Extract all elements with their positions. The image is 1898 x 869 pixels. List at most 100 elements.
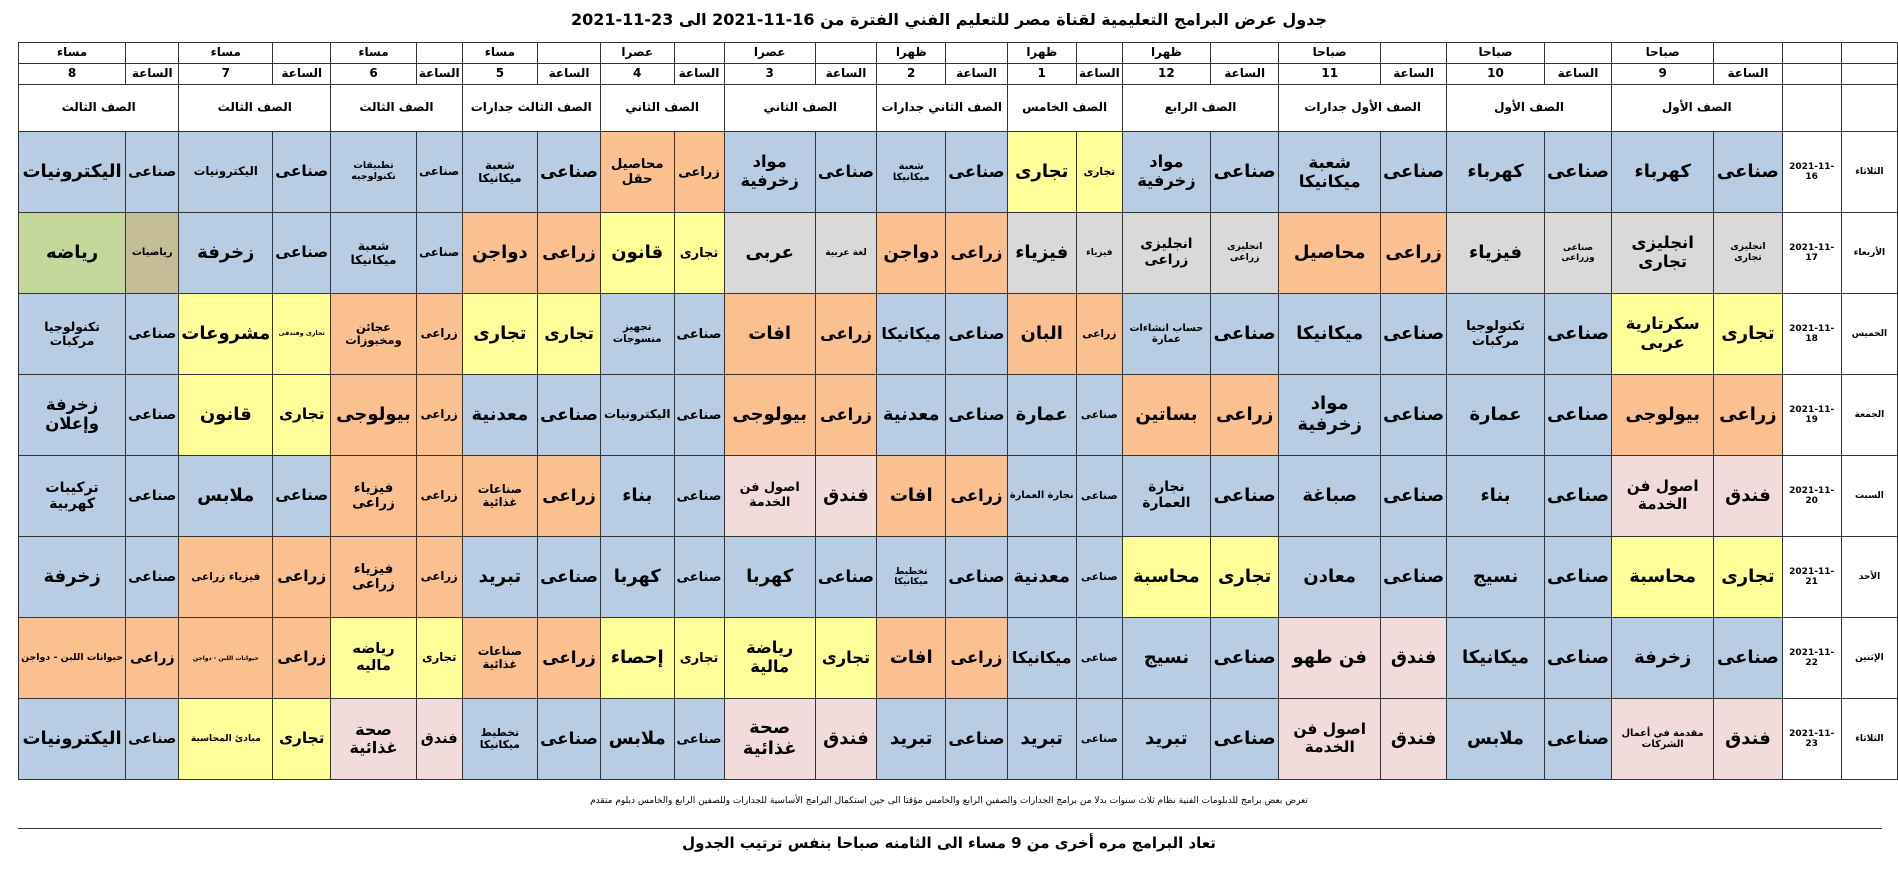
grade: الصف الثاني — [599, 84, 725, 132]
program-type: فندق — [814, 698, 878, 780]
program-subject: كهرباء — [1446, 131, 1545, 213]
date: 2021-11-21 — [1781, 536, 1842, 618]
divider — [18, 828, 1882, 829]
program-type: زراعى — [1713, 374, 1783, 456]
program-subject: عمارة — [1006, 374, 1077, 456]
program-subject: تجارى — [461, 293, 539, 375]
program-subject: ملابس — [599, 698, 675, 780]
program-subject: معدنية — [461, 374, 539, 456]
program-subject: البان — [1006, 293, 1077, 375]
program-type: فيزياء — [1075, 212, 1123, 294]
program-type: صناعى — [1380, 374, 1448, 456]
program-type: صناعى — [272, 212, 332, 294]
hour-label: الساعة — [537, 63, 601, 85]
program-type: زراعى — [537, 455, 601, 537]
program-type: صناعى — [673, 698, 725, 780]
hour-label: الساعة — [125, 63, 180, 85]
program-type: تجارى — [814, 617, 878, 699]
program-type: صناعى — [1210, 698, 1280, 780]
program-type: صناعى — [272, 131, 332, 213]
program-subject: ملابس — [1446, 698, 1545, 780]
program-subject: محاسبة — [1610, 536, 1715, 618]
program-subject: فيزياء زراعى — [178, 536, 274, 618]
program-subject: صناعات غذائية — [461, 455, 539, 537]
program-type: زراعى — [415, 536, 463, 618]
day-name: الثلاثاء — [1840, 131, 1898, 213]
period: ظهرا — [1121, 42, 1212, 64]
program-subject: بيولوجى — [723, 374, 816, 456]
program-subject: حيوانات اللبن - دواجن — [17, 617, 127, 699]
program-subject: عربى — [723, 212, 816, 294]
program-subject: تبريد — [1006, 698, 1077, 780]
program-type: تجارى — [1713, 293, 1783, 375]
program-subject: شعبة ميكانيكا — [330, 212, 417, 294]
program-subject: زخرفة وإعلان — [17, 374, 127, 456]
program-subject: صحة غذائية — [330, 698, 417, 780]
program-subject: فيزياء زراعى — [330, 455, 417, 537]
row: الأحد 2021-11-21 تجارى محاسبة صناعى نسيج صناعى… — [17, 536, 1898, 618]
program-type: تجارى — [272, 698, 332, 780]
program-subject: اليكترونيات — [17, 131, 127, 213]
hour: 9 — [1610, 63, 1715, 85]
program-type: صناعى — [1380, 455, 1448, 537]
program-type: زراعى — [537, 212, 601, 294]
hour: 3 — [723, 63, 816, 85]
program-subject: تكنولوجيا مركبات — [17, 293, 127, 375]
hour-label: الساعة — [1713, 63, 1783, 85]
program-subject: اصول فن الخدمة — [1610, 455, 1715, 537]
schedule-table: صباحا صباحا صباحا ظهرا ظهرا ظهرا عصرا عصرا مساء م… — [17, 42, 1898, 780]
program-subject: ملابس — [178, 455, 274, 537]
day-name: الثلاثاء — [1840, 698, 1898, 780]
program-subject: إحصاء — [599, 617, 675, 699]
program-type: صناعى — [272, 455, 332, 537]
program-subject: ميكانيكا — [1006, 617, 1077, 699]
program-subject: افات — [723, 293, 816, 375]
program-subject: ميكانيكا — [1446, 617, 1545, 699]
program-subject: نجارة العمارة — [1006, 455, 1077, 537]
program-type: صناعى — [415, 131, 463, 213]
day-name: الخميس — [1840, 293, 1898, 375]
program-type: صناعى — [1210, 617, 1280, 699]
program-subject: رياضة مالية — [723, 617, 816, 699]
program-type: تجارى — [415, 617, 463, 699]
hour: 4 — [599, 63, 675, 85]
grade: الصف الثالث جدارات — [461, 84, 601, 132]
program-subject: كهرباء — [1610, 131, 1715, 213]
program-subject: اصول فن الخدمة — [723, 455, 816, 537]
program-type: زراعى — [537, 617, 601, 699]
program-type: صناعى — [1543, 455, 1612, 537]
program-subject: قانون — [178, 374, 274, 456]
program-subject: تجهيز منسوجات — [599, 293, 675, 375]
program-type: تجارى — [1075, 131, 1123, 213]
period: ظهرا — [1006, 42, 1077, 64]
blank-cell — [537, 42, 601, 64]
row: الإثنين 2021-11-22 صناعى زخرفة صناعى ميكانيكا… — [17, 617, 1898, 699]
date: 2021-11-18 — [1781, 293, 1842, 375]
program-type: صناعى — [537, 536, 601, 618]
program-subject: دواجن — [876, 212, 947, 294]
program-type: صناعى — [125, 131, 180, 213]
program-subject: محاصيل حقل — [599, 131, 675, 213]
hour-label: الساعة — [415, 63, 463, 85]
program-type: رياضيات — [125, 212, 180, 294]
day-name: السبت — [1840, 455, 1898, 537]
program-type: صناعى — [673, 293, 725, 375]
program-subject: افات — [876, 455, 947, 537]
program-type: صناعى — [945, 698, 1008, 780]
program-subject: فيزياء — [1446, 212, 1545, 294]
period: صباحا — [1610, 42, 1715, 64]
blank-cell — [1781, 63, 1842, 85]
program-subject: محاسبة — [1121, 536, 1212, 618]
program-type: صناعى — [1075, 374, 1123, 456]
program-subject: تجارى — [1006, 131, 1077, 213]
program-subject: انجليزى زراعى — [1121, 212, 1212, 294]
blank-cell — [1840, 63, 1898, 85]
program-type: صناعى — [1210, 131, 1280, 213]
program-subject: شعبة ميكانيكا — [461, 131, 539, 213]
date: 2021-11-20 — [1781, 455, 1842, 537]
program-type: زراعى — [1075, 293, 1123, 375]
row: الصف الأول الصف الأول الصف الأول جدارات الص… — [17, 84, 1898, 132]
program-subject: كهربا — [723, 536, 816, 618]
program-type: صناعى — [1075, 536, 1123, 618]
